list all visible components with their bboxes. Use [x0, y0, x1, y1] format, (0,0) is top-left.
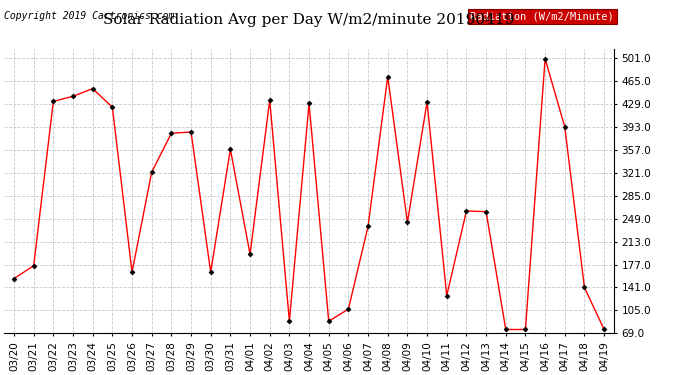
Text: Radiation (W/m2/Minute): Radiation (W/m2/Minute): [470, 11, 614, 21]
Text: Copyright 2019 Cartronics.com: Copyright 2019 Cartronics.com: [4, 11, 175, 21]
Title: Solar Radiation Avg per Day W/m2/minute 20190419: Solar Radiation Avg per Day W/m2/minute …: [104, 13, 515, 27]
